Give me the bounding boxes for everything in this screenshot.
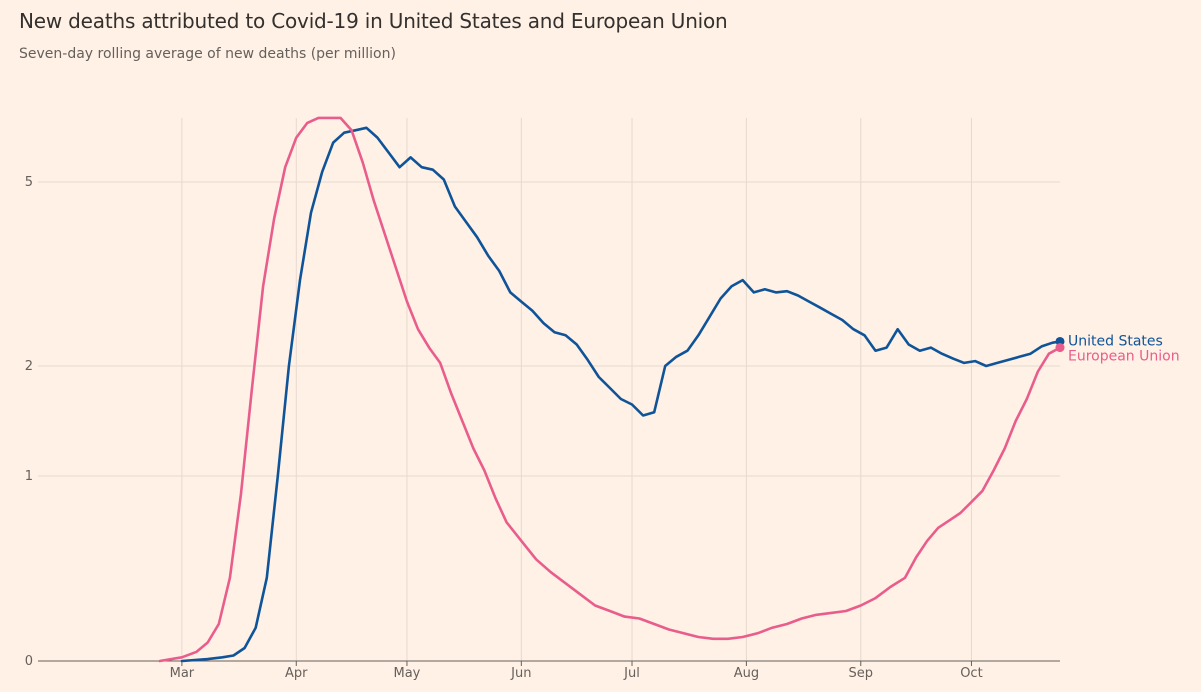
y-tick-label: 2 bbox=[25, 359, 33, 374]
x-tick-label: Aug bbox=[734, 666, 759, 681]
horizontal-gridlines bbox=[38, 181, 1060, 662]
series-lines bbox=[158, 116, 1065, 663]
x-tick-label: Oct bbox=[960, 666, 982, 681]
series-line-0 bbox=[180, 126, 1062, 663]
y-tick-label: 5 bbox=[25, 175, 33, 190]
x-tick-label: Sep bbox=[849, 666, 874, 681]
series-label-0: United States bbox=[1068, 333, 1163, 349]
x-tick-label: Jun bbox=[510, 666, 531, 681]
x-tick-label: Mar bbox=[170, 666, 195, 681]
x-tick-label: May bbox=[394, 666, 421, 681]
vertical-gridlines bbox=[181, 118, 972, 666]
x-tick-label: Jul bbox=[623, 666, 640, 681]
series-end-point-1 bbox=[1055, 343, 1065, 353]
series-line-1 bbox=[158, 116, 1062, 663]
y-axis-tick-labels: 0 1 2 5 bbox=[25, 175, 33, 669]
x-axis-tick-labels: Mar Apr May Jun Jul Aug Sep Oct bbox=[170, 666, 983, 681]
y-tick-label: 0 bbox=[25, 654, 33, 669]
series-label-1: European Union bbox=[1068, 349, 1180, 365]
x-tick-label: Apr bbox=[285, 666, 308, 681]
y-tick-label: 1 bbox=[25, 469, 33, 484]
chart-subtitle: Seven-day rolling average of new deaths … bbox=[19, 46, 396, 62]
chart-title: New deaths attributed to Covid-19 in Uni… bbox=[19, 9, 728, 33]
